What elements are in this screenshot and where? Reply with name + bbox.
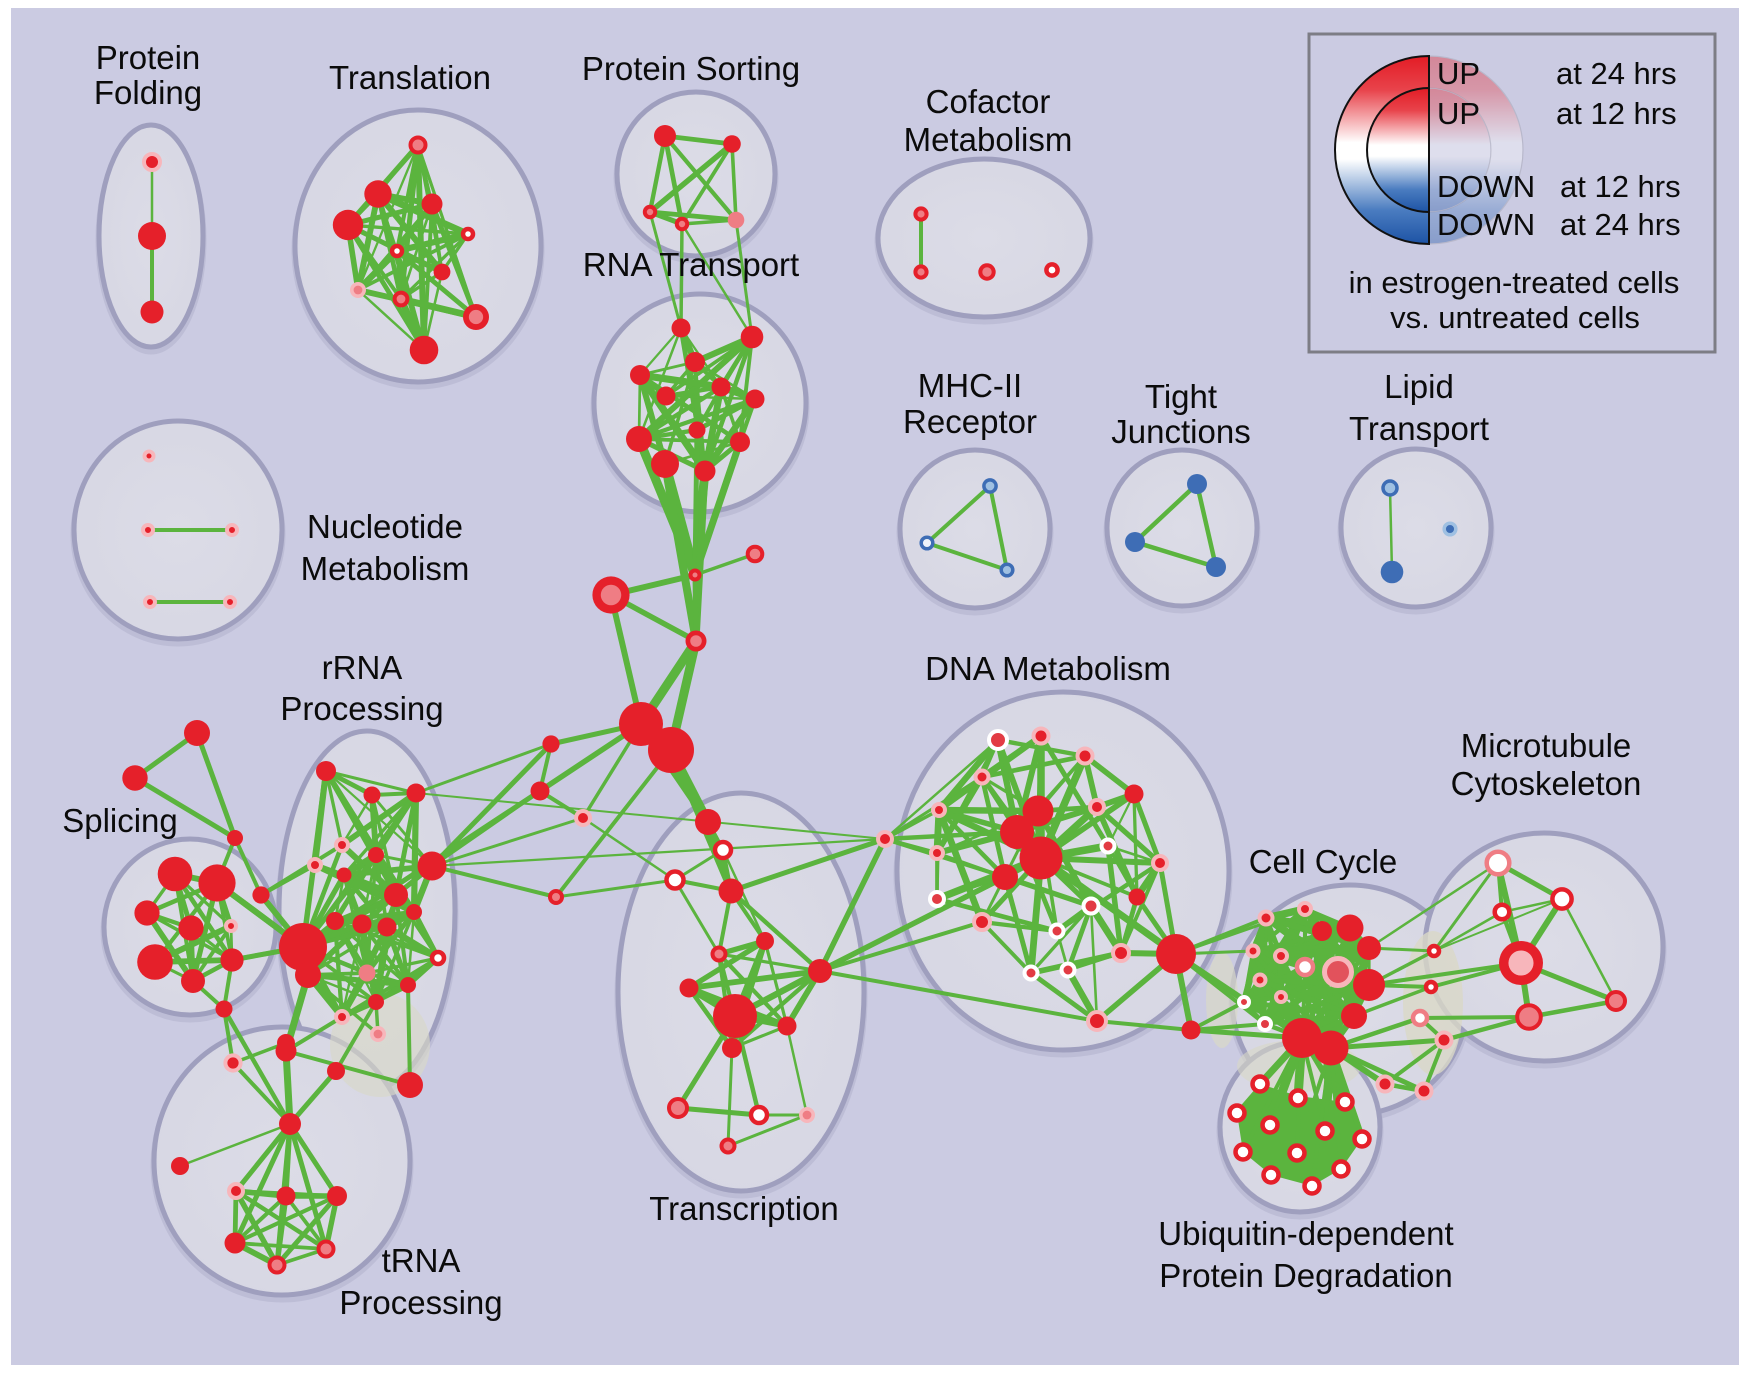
- svg-text:rRNA: rRNA: [322, 649, 403, 686]
- svg-text:at 12 hrs: at 12 hrs: [1556, 96, 1677, 131]
- svg-text:tRNA: tRNA: [382, 1242, 461, 1279]
- svg-text:Processing: Processing: [280, 690, 443, 727]
- svg-text:Splicing: Splicing: [62, 802, 178, 839]
- svg-text:Receptor: Receptor: [903, 403, 1037, 440]
- svg-text:at 24 hrs: at 24 hrs: [1556, 56, 1677, 91]
- svg-text:Microtubule: Microtubule: [1461, 727, 1632, 764]
- svg-text:Transport: Transport: [1349, 410, 1489, 447]
- svg-text:in estrogen-treated cells: in estrogen-treated cells: [1349, 265, 1680, 300]
- svg-text:Protein: Protein: [96, 39, 201, 76]
- svg-text:UP: UP: [1437, 96, 1480, 131]
- svg-text:Protein Sorting: Protein Sorting: [582, 50, 800, 87]
- svg-text:Cell Cycle: Cell Cycle: [1249, 843, 1398, 880]
- svg-text:Transcription: Transcription: [649, 1190, 839, 1227]
- svg-text:UP: UP: [1437, 56, 1480, 91]
- svg-text:DNA Metabolism: DNA Metabolism: [925, 650, 1171, 687]
- svg-text:DOWN: DOWN: [1437, 169, 1535, 204]
- svg-text:Metabolism: Metabolism: [904, 121, 1073, 158]
- svg-text:Metabolism: Metabolism: [301, 550, 470, 587]
- svg-text:Lipid: Lipid: [1384, 368, 1454, 405]
- svg-text:Ubiquitin-dependent: Ubiquitin-dependent: [1158, 1215, 1453, 1252]
- svg-text:DOWN: DOWN: [1437, 207, 1535, 242]
- svg-text:MHC-II: MHC-II: [918, 367, 1022, 404]
- svg-text:Nucleotide: Nucleotide: [307, 508, 463, 545]
- svg-text:Folding: Folding: [94, 74, 202, 111]
- svg-text:Processing: Processing: [339, 1284, 502, 1321]
- svg-text:vs. untreated cells: vs. untreated cells: [1390, 300, 1640, 335]
- svg-text:Tight: Tight: [1145, 378, 1217, 415]
- svg-text:Translation: Translation: [329, 59, 491, 96]
- svg-text:Cofactor: Cofactor: [926, 83, 1051, 120]
- svg-text:RNA Transport: RNA Transport: [583, 246, 799, 283]
- svg-text:Junctions: Junctions: [1111, 413, 1250, 450]
- svg-text:Cytoskeleton: Cytoskeleton: [1451, 765, 1642, 802]
- svg-text:at 12 hrs: at 12 hrs: [1560, 169, 1681, 204]
- svg-text:Protein Degradation: Protein Degradation: [1159, 1257, 1453, 1294]
- svg-text:at 24 hrs: at 24 hrs: [1560, 207, 1681, 242]
